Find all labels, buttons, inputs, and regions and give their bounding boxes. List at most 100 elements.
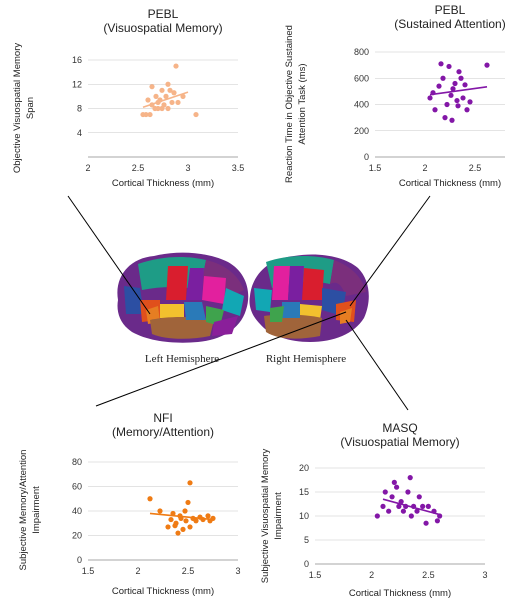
data-point — [193, 518, 199, 524]
data-point — [440, 75, 446, 81]
data-point — [149, 84, 155, 90]
data-point — [389, 494, 395, 500]
x-axis-label: Cortical Thickness (mm) — [349, 588, 451, 599]
data-point — [153, 93, 159, 99]
y-tick-label: 20 — [299, 463, 309, 473]
left-hemisphere — [117, 252, 249, 343]
y-tick-label: 12 — [72, 79, 82, 89]
data-point — [374, 513, 380, 519]
data-point — [454, 97, 460, 104]
connector-line — [67, 195, 151, 315]
chart-title: PEBL — [435, 3, 466, 17]
x-tick-label: 3 — [185, 163, 190, 173]
data-point — [187, 480, 193, 486]
right-hemisphere-label: Right Hemisphere — [266, 353, 346, 365]
y-axis-label: Subjective Memory/Attention — [18, 450, 29, 571]
x-tick-label: 3.5 — [232, 163, 245, 173]
scatter-chart-2: PEBL(Sustained Attention) 0 200 400 600 800 1.… — [284, 3, 505, 189]
y-tick-label: 800 — [354, 47, 369, 57]
data-point — [193, 111, 199, 118]
data-point — [391, 479, 397, 485]
data-point — [436, 83, 442, 89]
trend-line — [142, 91, 189, 109]
data-point — [416, 494, 422, 500]
data-point — [159, 87, 165, 93]
x-tick-label: 2 — [135, 566, 140, 576]
y-tick-label: 10 — [299, 511, 309, 521]
x-axis-label: Cortical Thickness (mm) — [112, 586, 214, 597]
data-point — [145, 97, 151, 103]
data-point — [434, 518, 440, 524]
scatter-chart-3: NFI(Memory/Attention) 0 20 40 60 80 1.5 2 2.5 3 Co… — [18, 411, 241, 597]
x-tick-label: 1.5 — [82, 566, 95, 576]
data-point — [396, 503, 402, 509]
chart-subtitle: (Memory/Attention) — [112, 425, 214, 439]
y-tick-label: 40 — [72, 506, 82, 516]
x-axis-label: Cortical Thickness (mm) — [399, 178, 501, 189]
trend-line — [429, 85, 488, 96]
left-hemisphere-label: Left Hemisphere — [145, 353, 219, 365]
chart-subtitle: (Visuospatial Memory) — [103, 21, 222, 35]
data-point — [398, 499, 404, 505]
data-point — [187, 524, 193, 530]
data-point — [180, 526, 186, 532]
data-point — [173, 63, 179, 69]
right-hemisphere — [249, 254, 369, 342]
brain-illustration: Left Hemisphere Right Hemisphere — [117, 252, 369, 365]
x-tick-label: 1.5 — [369, 163, 382, 173]
data-point — [405, 489, 411, 495]
data-point — [442, 115, 448, 121]
data-point — [456, 69, 462, 75]
data-point — [427, 95, 433, 101]
x-tick-label: 2 — [422, 163, 427, 173]
data-point — [408, 513, 414, 519]
data-point — [382, 489, 388, 495]
data-point — [152, 105, 158, 112]
y-tick-label: 0 — [364, 152, 369, 162]
data-point — [161, 102, 167, 108]
data-point — [394, 484, 400, 490]
trend-line — [382, 498, 440, 516]
data-point — [400, 508, 406, 514]
data-point — [449, 117, 455, 123]
data-point — [455, 103, 461, 109]
chart-title: NFI — [153, 411, 172, 425]
data-point — [452, 80, 458, 87]
x-tick-label: 1.5 — [309, 570, 322, 580]
y-tick-label: 4 — [77, 128, 82, 138]
chart-subtitle: (Visuospatial Memory) — [340, 435, 459, 449]
y-tick-label: 8 — [77, 104, 82, 114]
y-tick-label: 80 — [72, 457, 82, 467]
x-axis-label: Cortical Thickness (mm) — [112, 178, 214, 189]
data-point — [185, 499, 191, 506]
data-point — [171, 90, 177, 96]
y-axis-label: Span — [25, 97, 36, 119]
data-point — [175, 99, 181, 106]
x-tick-label: 2 — [85, 163, 90, 173]
data-point — [448, 92, 454, 98]
y-tick-label: 400 — [354, 100, 369, 110]
chart-title: MASQ — [382, 421, 417, 435]
data-point — [432, 107, 438, 113]
x-tick-label: 3 — [482, 570, 487, 580]
data-point — [446, 63, 452, 70]
y-tick-label: 600 — [354, 73, 369, 83]
data-point — [205, 513, 211, 519]
y-tick-label: 0 — [304, 559, 309, 569]
data-point — [386, 508, 392, 514]
data-point — [165, 524, 171, 530]
data-point — [467, 99, 473, 105]
y-axis-label: Subjective Visuospatial Memory — [260, 449, 271, 584]
x-tick-label: 2.5 — [422, 570, 435, 580]
chart-subtitle: (Sustained Attention) — [394, 17, 505, 31]
data-point — [167, 87, 173, 93]
scatter-chart-1: PEBL(Visuospatial Memory) 4 8 12 16 2 2.5 3 3.5 C… — [12, 7, 244, 189]
data-point — [425, 503, 431, 509]
data-point — [458, 75, 464, 81]
y-tick-label: 60 — [72, 482, 82, 492]
data-point — [170, 510, 176, 517]
y-axis-label: Reaction Time in Objective Sustained — [284, 25, 295, 183]
data-point — [380, 503, 386, 509]
data-point — [460, 95, 466, 101]
